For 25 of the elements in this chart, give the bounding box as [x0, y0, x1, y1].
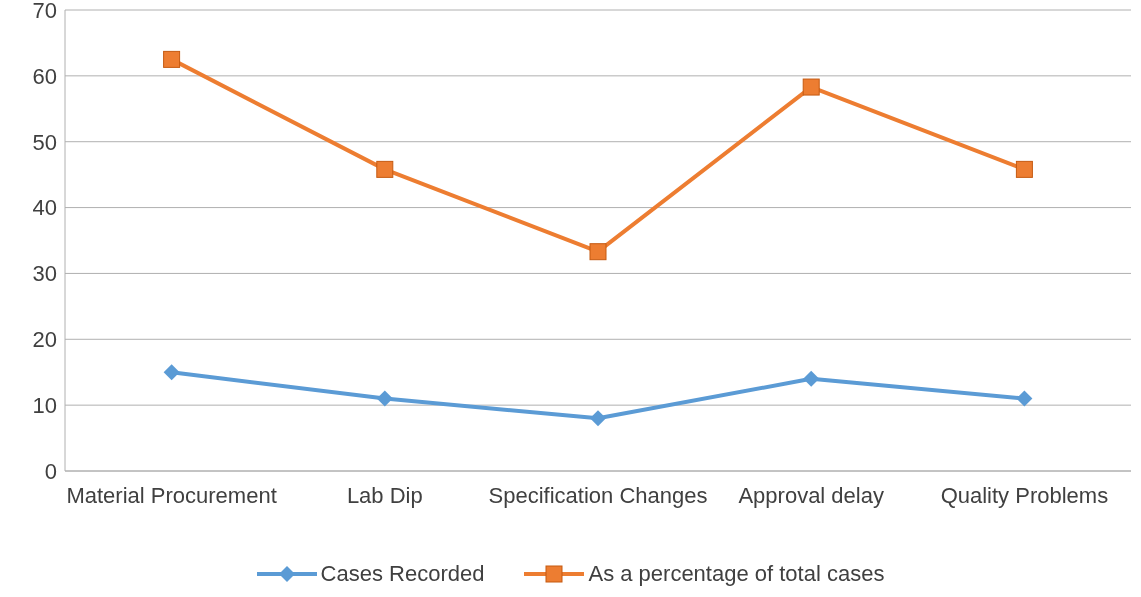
point	[1016, 390, 1033, 407]
x-tick-label: Quality Problems	[940, 482, 1109, 508]
y-tick-label: 20	[32, 327, 57, 353]
y-tick-label: 60	[32, 63, 57, 89]
point	[1015, 160, 1033, 178]
legend-label: Cases Recorded	[320, 561, 485, 587]
point	[589, 243, 607, 261]
point	[376, 160, 394, 178]
point	[163, 50, 181, 68]
point	[376, 390, 393, 407]
y-tick-label: 0	[44, 458, 57, 484]
x-tick-label: Approval delay	[738, 482, 884, 508]
legend-label: As a percentage of total cases	[588, 561, 885, 587]
point	[590, 410, 606, 427]
y-tick-label: 40	[32, 195, 57, 221]
y-tick-label: 30	[32, 261, 57, 287]
point	[163, 364, 180, 381]
x-tick-label: Material Procurement	[66, 482, 277, 508]
point	[802, 78, 820, 96]
y-tick-label: 10	[32, 392, 57, 418]
x-tick-label: Lab Dip	[346, 482, 423, 508]
y-tick-label: 50	[32, 129, 57, 155]
x-tick-label: Specification Changes	[488, 482, 708, 508]
y-tick-label: 70	[32, 0, 57, 23]
point	[803, 370, 820, 387]
